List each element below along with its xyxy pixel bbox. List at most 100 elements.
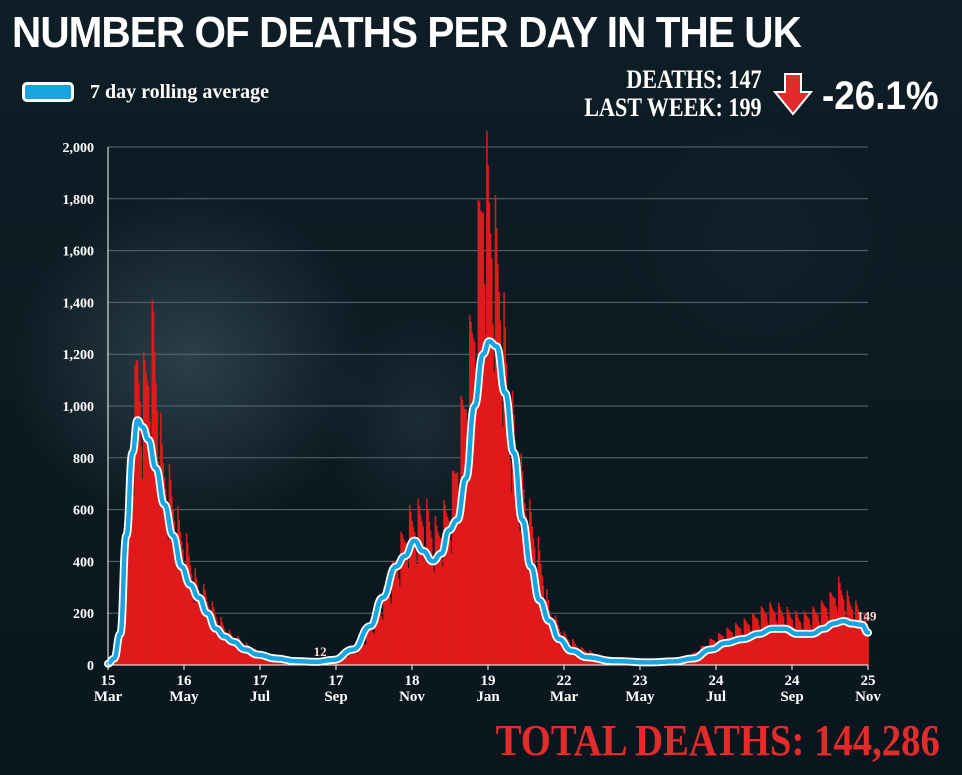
bar bbox=[548, 610, 551, 665]
bar bbox=[367, 629, 369, 665]
bar bbox=[443, 499, 445, 665]
bar bbox=[560, 638, 563, 665]
bar bbox=[383, 587, 385, 665]
bar bbox=[460, 396, 462, 665]
bar bbox=[250, 650, 253, 665]
x-tick-month: Jul bbox=[706, 689, 726, 705]
bar bbox=[817, 615, 819, 665]
bar bbox=[445, 512, 448, 665]
bar bbox=[520, 453, 523, 665]
bar bbox=[796, 614, 798, 665]
bar bbox=[396, 567, 399, 665]
bar bbox=[394, 565, 396, 665]
bar bbox=[754, 616, 757, 665]
bar bbox=[381, 619, 384, 665]
bar bbox=[755, 618, 758, 665]
bar bbox=[834, 598, 836, 665]
bar bbox=[866, 622, 868, 665]
bar bbox=[407, 568, 410, 665]
bar bbox=[850, 606, 852, 665]
bar bbox=[706, 648, 709, 665]
x-tick-day: 19 bbox=[481, 673, 496, 689]
y-tick-label: 1,200 bbox=[63, 348, 95, 363]
bar bbox=[206, 602, 209, 665]
bar bbox=[342, 656, 345, 665]
bar bbox=[395, 566, 397, 665]
bar bbox=[207, 606, 210, 665]
bar bbox=[205, 596, 207, 665]
bar bbox=[377, 612, 379, 665]
bar bbox=[730, 631, 732, 665]
bar bbox=[400, 531, 402, 665]
bar bbox=[773, 610, 775, 665]
bar bbox=[480, 210, 482, 665]
bar bbox=[138, 382, 140, 665]
rolling-average-line bbox=[105, 339, 871, 666]
bar bbox=[215, 616, 217, 665]
bar bbox=[542, 584, 545, 665]
bar bbox=[508, 416, 510, 665]
bar bbox=[176, 564, 178, 665]
bar bbox=[802, 632, 804, 665]
chart-axes: 0 200 400 600 800 1,000 1,200 1,400 1,600 1,800 2,… bbox=[63, 141, 882, 705]
bar bbox=[863, 613, 866, 665]
bar bbox=[731, 632, 733, 665]
bar bbox=[146, 380, 149, 665]
bar bbox=[732, 636, 735, 665]
y-tick-label: 200 bbox=[73, 607, 94, 622]
bar bbox=[828, 620, 830, 665]
bar bbox=[185, 533, 188, 665]
bar bbox=[842, 599, 845, 665]
bar bbox=[867, 626, 869, 665]
bar bbox=[864, 617, 867, 665]
bar bbox=[216, 620, 219, 665]
bar bbox=[804, 613, 807, 665]
bar bbox=[801, 628, 803, 665]
bar bbox=[758, 625, 760, 665]
bar bbox=[188, 555, 190, 665]
bar bbox=[247, 644, 249, 665]
bar bbox=[791, 619, 793, 665]
bar bbox=[198, 590, 200, 665]
bar bbox=[524, 503, 526, 665]
bar bbox=[462, 406, 465, 665]
bar bbox=[150, 446, 152, 665]
bar bbox=[379, 610, 382, 665]
bar bbox=[861, 625, 863, 665]
bar bbox=[815, 613, 818, 665]
bar bbox=[419, 515, 422, 665]
bar bbox=[770, 605, 773, 665]
bar bbox=[416, 564, 418, 665]
bar bbox=[190, 573, 193, 665]
bar bbox=[260, 655, 263, 665]
x-tick-month: Sep bbox=[780, 689, 803, 705]
bar bbox=[519, 531, 521, 665]
bar bbox=[199, 594, 201, 665]
bar bbox=[212, 606, 215, 665]
bar bbox=[366, 629, 368, 665]
bar bbox=[862, 631, 865, 665]
bar bbox=[728, 630, 731, 665]
bar bbox=[139, 401, 141, 665]
bars-series bbox=[107, 130, 869, 666]
bar bbox=[348, 651, 351, 665]
bar bbox=[368, 629, 371, 665]
bar bbox=[454, 473, 456, 665]
bar bbox=[145, 373, 147, 665]
bar bbox=[808, 619, 811, 665]
bar bbox=[140, 446, 143, 665]
bar bbox=[119, 643, 122, 665]
bar bbox=[766, 621, 769, 665]
bar bbox=[525, 515, 527, 665]
bar bbox=[486, 130, 488, 665]
bar bbox=[526, 541, 529, 665]
bar bbox=[799, 622, 802, 665]
x-tick-month: May bbox=[625, 689, 655, 705]
bar bbox=[451, 470, 454, 665]
x-tick-month: May bbox=[169, 689, 199, 705]
bar bbox=[184, 582, 187, 665]
bar bbox=[499, 320, 502, 665]
bar bbox=[136, 360, 139, 665]
bar bbox=[769, 602, 771, 665]
